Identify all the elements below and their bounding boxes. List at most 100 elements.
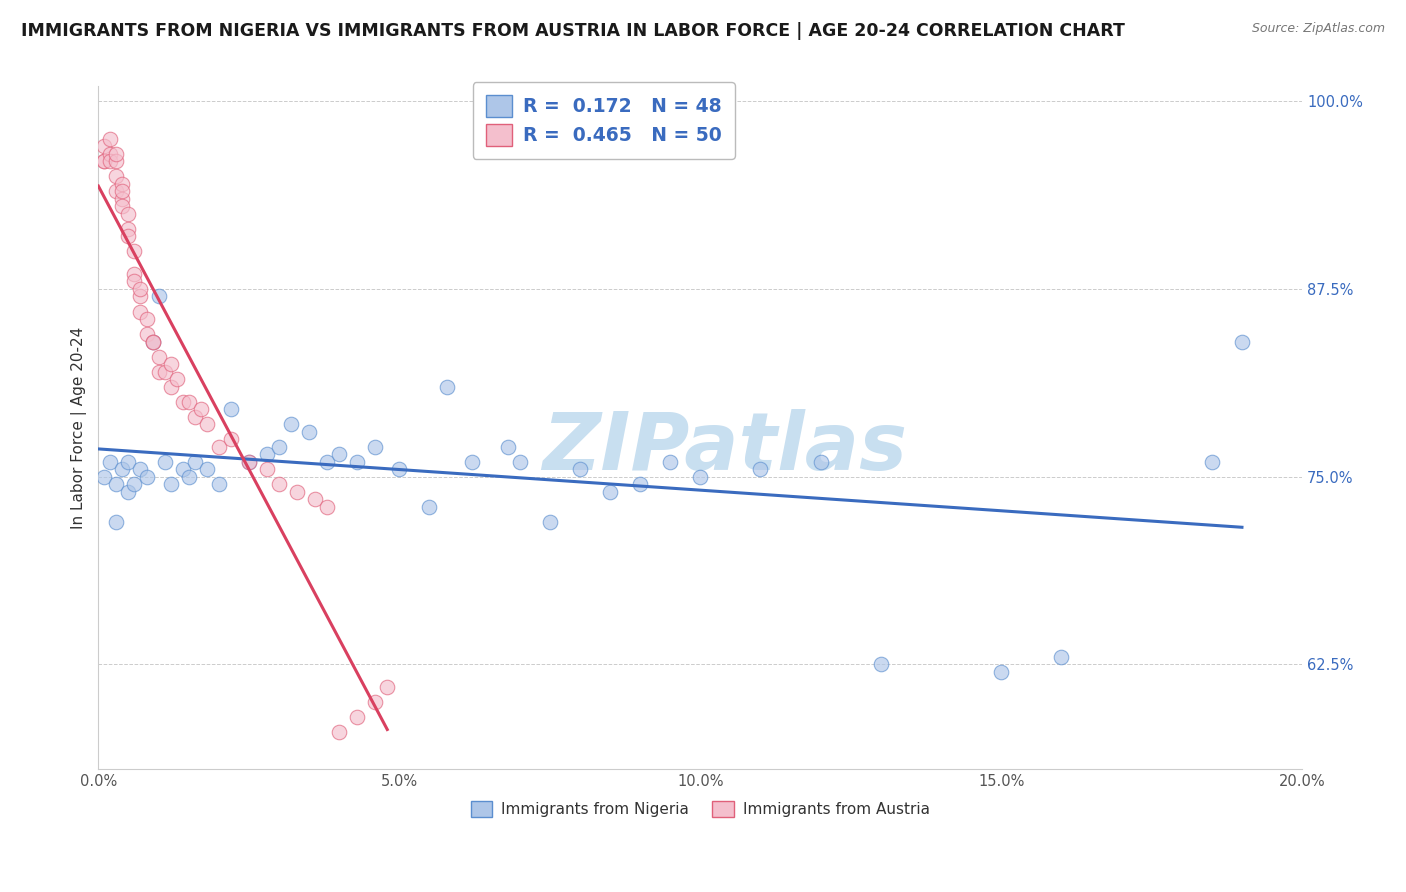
Point [93, 154, 115, 169]
Point [117, 222, 139, 236]
Text: Source: ZipAtlas.com: Source: ZipAtlas.com [1251, 22, 1385, 36]
Point [100, 132, 122, 146]
Point [105, 154, 128, 169]
Point [105, 515, 128, 529]
Point [124, 267, 146, 281]
Point [509, 454, 531, 468]
Point [1050, 649, 1073, 664]
Point [1201, 454, 1223, 468]
Point [148, 350, 170, 364]
Point [304, 492, 326, 507]
Point [153, 454, 176, 468]
Point [117, 484, 139, 499]
Point [280, 417, 302, 431]
Point [328, 724, 350, 739]
Point [219, 402, 242, 417]
Point [172, 462, 194, 476]
Point [100, 147, 122, 161]
Point [129, 304, 152, 318]
Point [124, 477, 146, 491]
Point [568, 462, 591, 476]
Point [388, 462, 411, 476]
Point [810, 454, 832, 468]
Point [117, 207, 139, 221]
Point [111, 199, 134, 213]
Point [749, 462, 772, 476]
Point [166, 372, 188, 386]
Point [183, 409, 205, 424]
Point [177, 469, 200, 483]
Y-axis label: In Labor Force | Age 20-24: In Labor Force | Age 20-24 [72, 326, 87, 529]
Point [316, 454, 339, 468]
Point [100, 154, 122, 169]
Point [346, 710, 368, 724]
Point [328, 447, 350, 461]
Point [135, 326, 157, 341]
Point [689, 469, 711, 483]
Point [990, 665, 1012, 679]
Point [219, 432, 242, 446]
Point [117, 454, 139, 468]
Point [195, 462, 218, 476]
Point [496, 440, 519, 454]
Point [105, 147, 128, 161]
Point [1230, 334, 1253, 349]
Point [111, 185, 134, 199]
Point [159, 379, 181, 393]
Point [346, 454, 368, 468]
Point [93, 154, 115, 169]
Point [238, 454, 260, 468]
Point [208, 440, 231, 454]
Point [111, 192, 134, 206]
Point [159, 357, 181, 371]
Point [153, 365, 176, 379]
Text: ZIPatlas: ZIPatlas [541, 409, 907, 487]
Point [129, 289, 152, 303]
Point [267, 440, 290, 454]
Point [177, 394, 200, 409]
Point [285, 484, 308, 499]
Point [659, 454, 682, 468]
Point [93, 469, 115, 483]
Point [135, 312, 157, 326]
Point [141, 334, 163, 349]
Point [100, 454, 122, 468]
Point [256, 462, 278, 476]
Point [599, 484, 621, 499]
Point [111, 177, 134, 191]
Point [628, 477, 651, 491]
Point [208, 477, 231, 491]
Point [117, 229, 139, 244]
Point [105, 169, 128, 184]
Point [436, 379, 458, 393]
Point [105, 185, 128, 199]
Point [141, 334, 163, 349]
Point [195, 417, 218, 431]
Point [375, 680, 398, 694]
Point [238, 454, 260, 468]
Text: IMMIGRANTS FROM NIGERIA VS IMMIGRANTS FROM AUSTRIA IN LABOR FORCE | AGE 20-24 CO: IMMIGRANTS FROM NIGERIA VS IMMIGRANTS FR… [21, 22, 1125, 40]
Point [124, 244, 146, 259]
Point [148, 365, 170, 379]
Point [538, 515, 561, 529]
Legend: Immigrants from Nigeria, Immigrants from Austria: Immigrants from Nigeria, Immigrants from… [465, 795, 936, 823]
Point [190, 402, 212, 417]
Point [869, 657, 891, 672]
Point [129, 282, 152, 296]
Point [124, 275, 146, 289]
Point [135, 469, 157, 483]
Point [316, 500, 339, 514]
Point [256, 447, 278, 461]
Point [267, 477, 290, 491]
Point [105, 477, 128, 491]
Point [364, 695, 387, 709]
Point [418, 500, 440, 514]
Point [183, 454, 205, 468]
Point [93, 139, 115, 153]
Point [364, 440, 387, 454]
Point [159, 477, 181, 491]
Point [460, 454, 482, 468]
Point [172, 394, 194, 409]
Point [141, 334, 163, 349]
Point [148, 289, 170, 303]
